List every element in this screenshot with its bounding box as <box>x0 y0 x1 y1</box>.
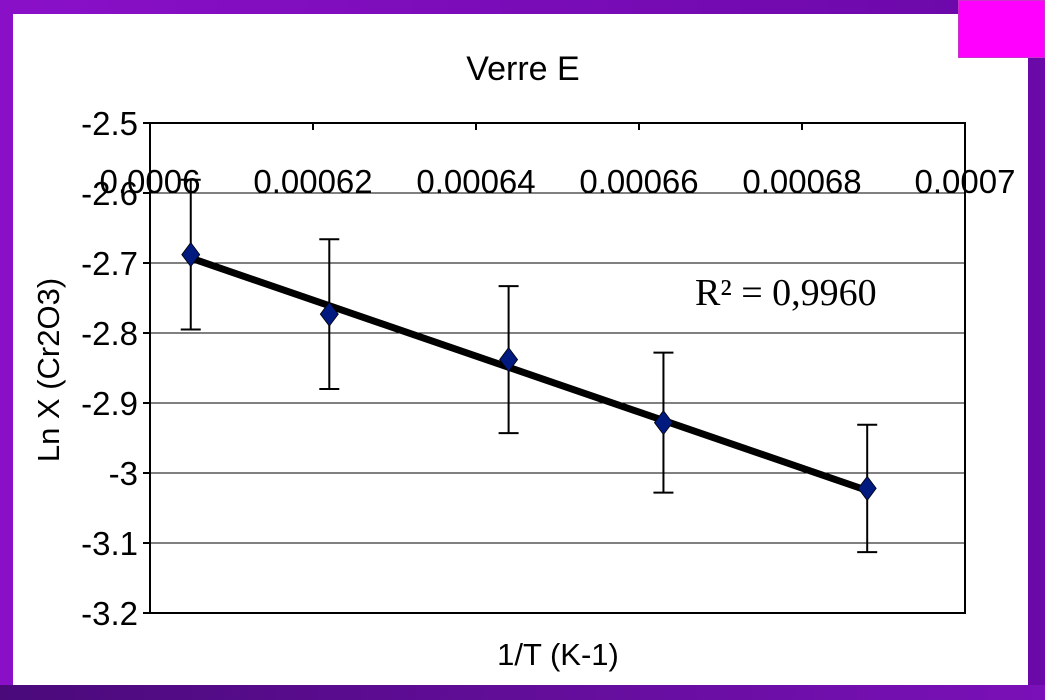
r-squared-annotation: R² = 0,9960 <box>695 272 877 314</box>
x-tick-label: 0.00066 <box>579 163 698 200</box>
plot-frame <box>149 122 966 614</box>
trendline-group <box>187 254 871 494</box>
y-tick-label: -2.9 <box>81 385 138 422</box>
data-point <box>653 409 673 436</box>
x-tick-label: 0.00064 <box>416 163 535 200</box>
slide-bottom-band <box>0 685 1045 700</box>
data-point <box>319 301 339 327</box>
y-tick-label: -2.8 <box>81 315 138 352</box>
x-tick-label: 0.00068 <box>742 163 861 200</box>
x-tick-label: 0.00062 <box>253 163 372 200</box>
y-tick-label: -2.6 <box>81 175 138 212</box>
y-tick-label: -2.7 <box>81 245 138 282</box>
chart-area <box>13 14 1028 685</box>
x-axis: 0.0006 0.00062 0.00064 0.00066 0.00068 0.0007 <box>100 123 1016 200</box>
trendline <box>187 254 871 494</box>
y-tick-label: -2.5 <box>81 105 138 142</box>
x-axis-label: 1/T (K-1) <box>497 637 619 672</box>
y-tick-label: -3.2 <box>81 595 138 632</box>
data-point <box>499 346 519 373</box>
y-axis-label: Ln X (Cr2O3) <box>31 278 66 462</box>
chart-title: Verre E <box>466 50 579 88</box>
data-points <box>181 241 877 502</box>
y-axis: -2.5 -2.6 -2.7 -2.8 -2.9 -3 -3.1 -3.2 <box>81 105 150 632</box>
data-point <box>857 475 877 502</box>
y-tick-label: -3.1 <box>81 525 138 562</box>
data-point <box>181 241 201 268</box>
error-bars <box>180 178 878 554</box>
y-tick-label: -3 <box>109 455 138 492</box>
x-tick-label: 0.0007 <box>915 163 1016 200</box>
